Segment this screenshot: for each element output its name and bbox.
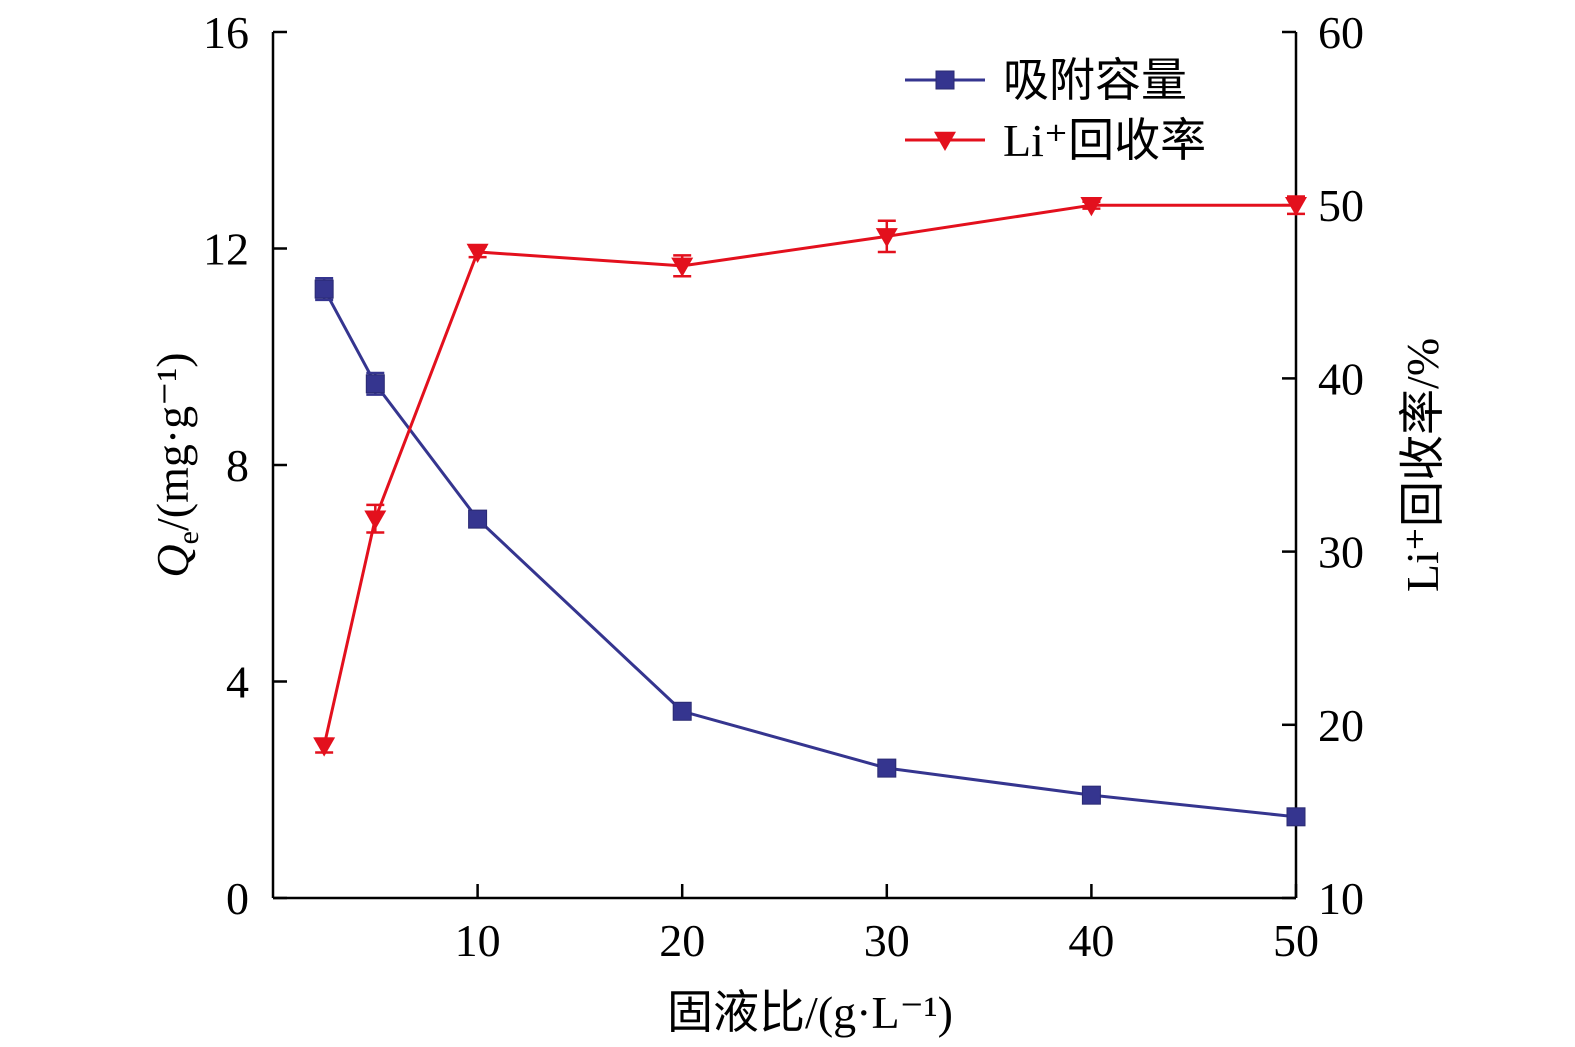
y-right-tick-label: 60: [1318, 7, 1364, 58]
y-right-tick-label: 50: [1318, 180, 1364, 231]
series-1-line: [322, 288, 1297, 819]
x-tick-label: 10: [455, 915, 501, 966]
y-left-ticks: 0 4 8 12 16: [203, 7, 287, 924]
series-1-point: [468, 509, 488, 529]
y-left-tick-label: 4: [226, 657, 249, 708]
y-left-tick-label: 0: [226, 873, 249, 924]
series-1-point: [1081, 785, 1101, 805]
series-1-point: [314, 279, 334, 299]
series-2-line: [322, 203, 1296, 746]
x-ticks: 10 20 30 40 50: [455, 884, 1319, 966]
legend-label: 吸附容量: [1003, 55, 1187, 106]
series-2-point: [313, 737, 336, 757]
legend: 吸附容量 Li⁺回收率: [905, 55, 1206, 166]
x-tick-label: 40: [1068, 915, 1114, 966]
legend-label: Li⁺回收率: [1003, 115, 1206, 166]
legend-marker: [935, 70, 955, 90]
x-tick-label: 50: [1273, 915, 1319, 966]
legend-marker: [934, 131, 956, 151]
y-left-tick-label: 8: [226, 440, 249, 491]
series-2-point: [1285, 196, 1307, 217]
series-2-point: [875, 228, 898, 248]
y-left-tick-label: 12: [203, 224, 249, 275]
series-2-point: [1080, 196, 1103, 217]
x-axis-title: 固液比/(g·L⁻¹): [667, 987, 953, 1038]
series-2-point: [671, 257, 694, 277]
plot-area: [313, 195, 1307, 827]
y-left-title-subscript: e: [172, 531, 205, 544]
series-1-point: [672, 701, 692, 721]
series-1-point: [1286, 807, 1306, 827]
y-right-tick-label: 20: [1318, 700, 1364, 751]
series-1-point: [365, 374, 385, 394]
y-right-tick-label: 10: [1318, 873, 1364, 924]
y-left-tick-label: 16: [203, 7, 249, 58]
series-2-point: [364, 510, 387, 530]
y-right-axis-title: Li⁺回收率/%: [1397, 338, 1448, 592]
y-right-tick-label: 30: [1318, 527, 1364, 578]
y-left-title-unit: /(mg·g⁻¹): [147, 352, 198, 531]
x-tick-label: 20: [659, 915, 705, 966]
series-2: [313, 195, 1307, 757]
y-left-title-symbol: Q: [147, 544, 198, 577]
series-1-point: [877, 758, 897, 778]
y-right-tick-label: 40: [1318, 353, 1364, 404]
x-tick-label: 30: [864, 915, 910, 966]
y-right-ticks: 10 20 30 40 50 60: [1282, 7, 1364, 924]
series-1: [314, 277, 1306, 827]
y-left-axis-title: Qe/(mg·g⁻¹): [147, 352, 205, 577]
series-2-point: [466, 243, 489, 263]
